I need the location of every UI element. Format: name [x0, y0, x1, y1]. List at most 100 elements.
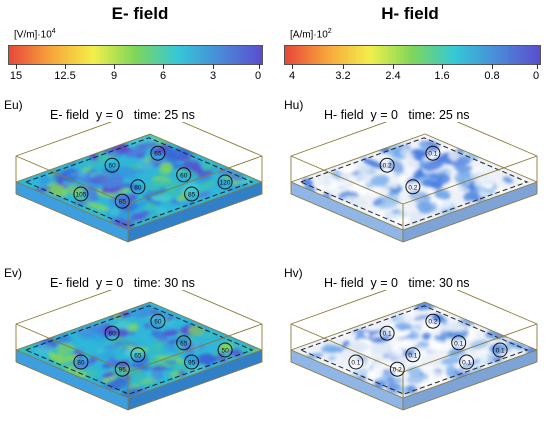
bounding-box-edge [127, 349, 263, 399]
bounding-box-edge [15, 193, 129, 243]
field-blob [440, 356, 463, 365]
e-tick-label: 15 [9, 70, 23, 82]
field-blob [55, 174, 77, 183]
field-blob [164, 151, 180, 164]
field-blob [87, 196, 100, 203]
panel-id-ev: Ev) [4, 266, 22, 280]
value-marker-circle [150, 313, 166, 329]
value-marker-circle [425, 313, 441, 329]
field-blob [35, 344, 54, 356]
field-blob [102, 371, 116, 379]
field-blob [422, 332, 431, 340]
value-marker-label: 60 [180, 172, 188, 179]
value-marker-circle [150, 145, 166, 161]
value-marker-label: 60 [108, 163, 116, 170]
field-blob [436, 173, 451, 185]
value-marker-label: 0.2 [393, 367, 402, 374]
field-blob [413, 314, 431, 321]
slab-right-face [128, 182, 262, 242]
inner-dashed-outline [24, 137, 254, 227]
field-blob [429, 339, 449, 351]
value-marker-circle [184, 354, 200, 370]
field-blob [95, 211, 107, 219]
value-marker-label: 105 [75, 192, 86, 199]
slab-right-face [403, 182, 537, 242]
bounding-box-edge [290, 122, 388, 157]
field-blob [334, 351, 348, 358]
bounding-box-edge [127, 361, 263, 411]
bounding-box-edge [15, 155, 129, 205]
field-blob [61, 168, 77, 176]
value-marker-label: 65 [180, 340, 188, 347]
inner-dashed-outline [299, 305, 529, 395]
value-marker-label: 0.2 [383, 163, 392, 170]
bounding-box-edge [15, 301, 151, 351]
value-marker-label: 60 [154, 319, 162, 326]
field-blob [340, 163, 355, 174]
value-marker-label: 95 [119, 367, 127, 374]
field-blob [366, 368, 384, 381]
field-blob [380, 196, 399, 203]
field-blob [149, 357, 174, 367]
field-blob [181, 168, 201, 179]
value-marker-circle [114, 193, 130, 209]
value-marker-label: 0.1 [408, 352, 417, 359]
bounding-box-edge [402, 155, 538, 205]
value-marker-circle [451, 335, 467, 351]
bounding-box-edge [181, 290, 263, 325]
field-blob [327, 177, 345, 187]
value-marker-circle [217, 174, 233, 190]
field-blob [386, 376, 395, 385]
slab-right-face [403, 350, 537, 410]
field-blob [412, 324, 424, 331]
bounding-box-edge [149, 301, 263, 351]
field-blob [103, 324, 114, 336]
value-marker-circle [405, 347, 421, 363]
h-tick-mark [292, 64, 293, 69]
bounding-box-edge [290, 290, 388, 325]
field-blob [115, 321, 132, 329]
field-blob [398, 174, 408, 182]
field-blob [86, 202, 110, 211]
field-blob [417, 341, 429, 348]
value-marker-circle [176, 335, 192, 351]
value-marker-circle [425, 145, 441, 161]
field-blob [136, 153, 146, 159]
bounding-box-edge [290, 155, 404, 205]
e-tick-label: 12.5 [54, 70, 76, 82]
h-tick-mark [537, 64, 538, 69]
panel-id-hv: Hv) [284, 266, 303, 280]
value-marker-label: 60 [108, 331, 116, 338]
field-blob [349, 174, 359, 183]
panel-eu-field-slab: 60 65 80 60 105 85 85 120 [15, 122, 263, 243]
bounding-box-edge [149, 133, 263, 183]
bounding-box-edge [402, 181, 538, 231]
e-field-header: E- field [111, 4, 169, 23]
field-blob [448, 149, 459, 162]
panel-id-hu: Hu) [284, 98, 304, 112]
h-tick-label: 0 [532, 70, 540, 82]
field-blob [174, 366, 191, 373]
field-blob [162, 344, 179, 353]
value-marker-label: 85 [188, 192, 196, 199]
bounding-box-edge [424, 133, 538, 183]
field-blob [134, 141, 159, 149]
field-blob [392, 378, 403, 383]
e-tick-label: 6 [159, 70, 167, 82]
bounding-box-edge [127, 155, 263, 205]
value-marker-circle [73, 186, 89, 202]
field-blob [159, 162, 173, 175]
value-marker-label: 0.1 [351, 360, 360, 367]
field-blob [156, 335, 167, 344]
value-marker-circle [176, 167, 192, 183]
panel-title-eu: E- field y = 0 time: 25 ns [50, 108, 195, 122]
value-marker-circle [217, 342, 233, 358]
bounding-box-edge [402, 361, 538, 411]
bounding-box-edge [290, 193, 404, 243]
field-blob [370, 174, 390, 187]
panel-hv-field-slab: 0.1 0.2 0.1 0.1 0.1 0.2 0.1 0.1 [290, 290, 538, 411]
field-blob [345, 341, 369, 354]
bounding-box-edge [456, 122, 538, 157]
field-blob [107, 378, 129, 390]
field-blob [444, 338, 453, 349]
